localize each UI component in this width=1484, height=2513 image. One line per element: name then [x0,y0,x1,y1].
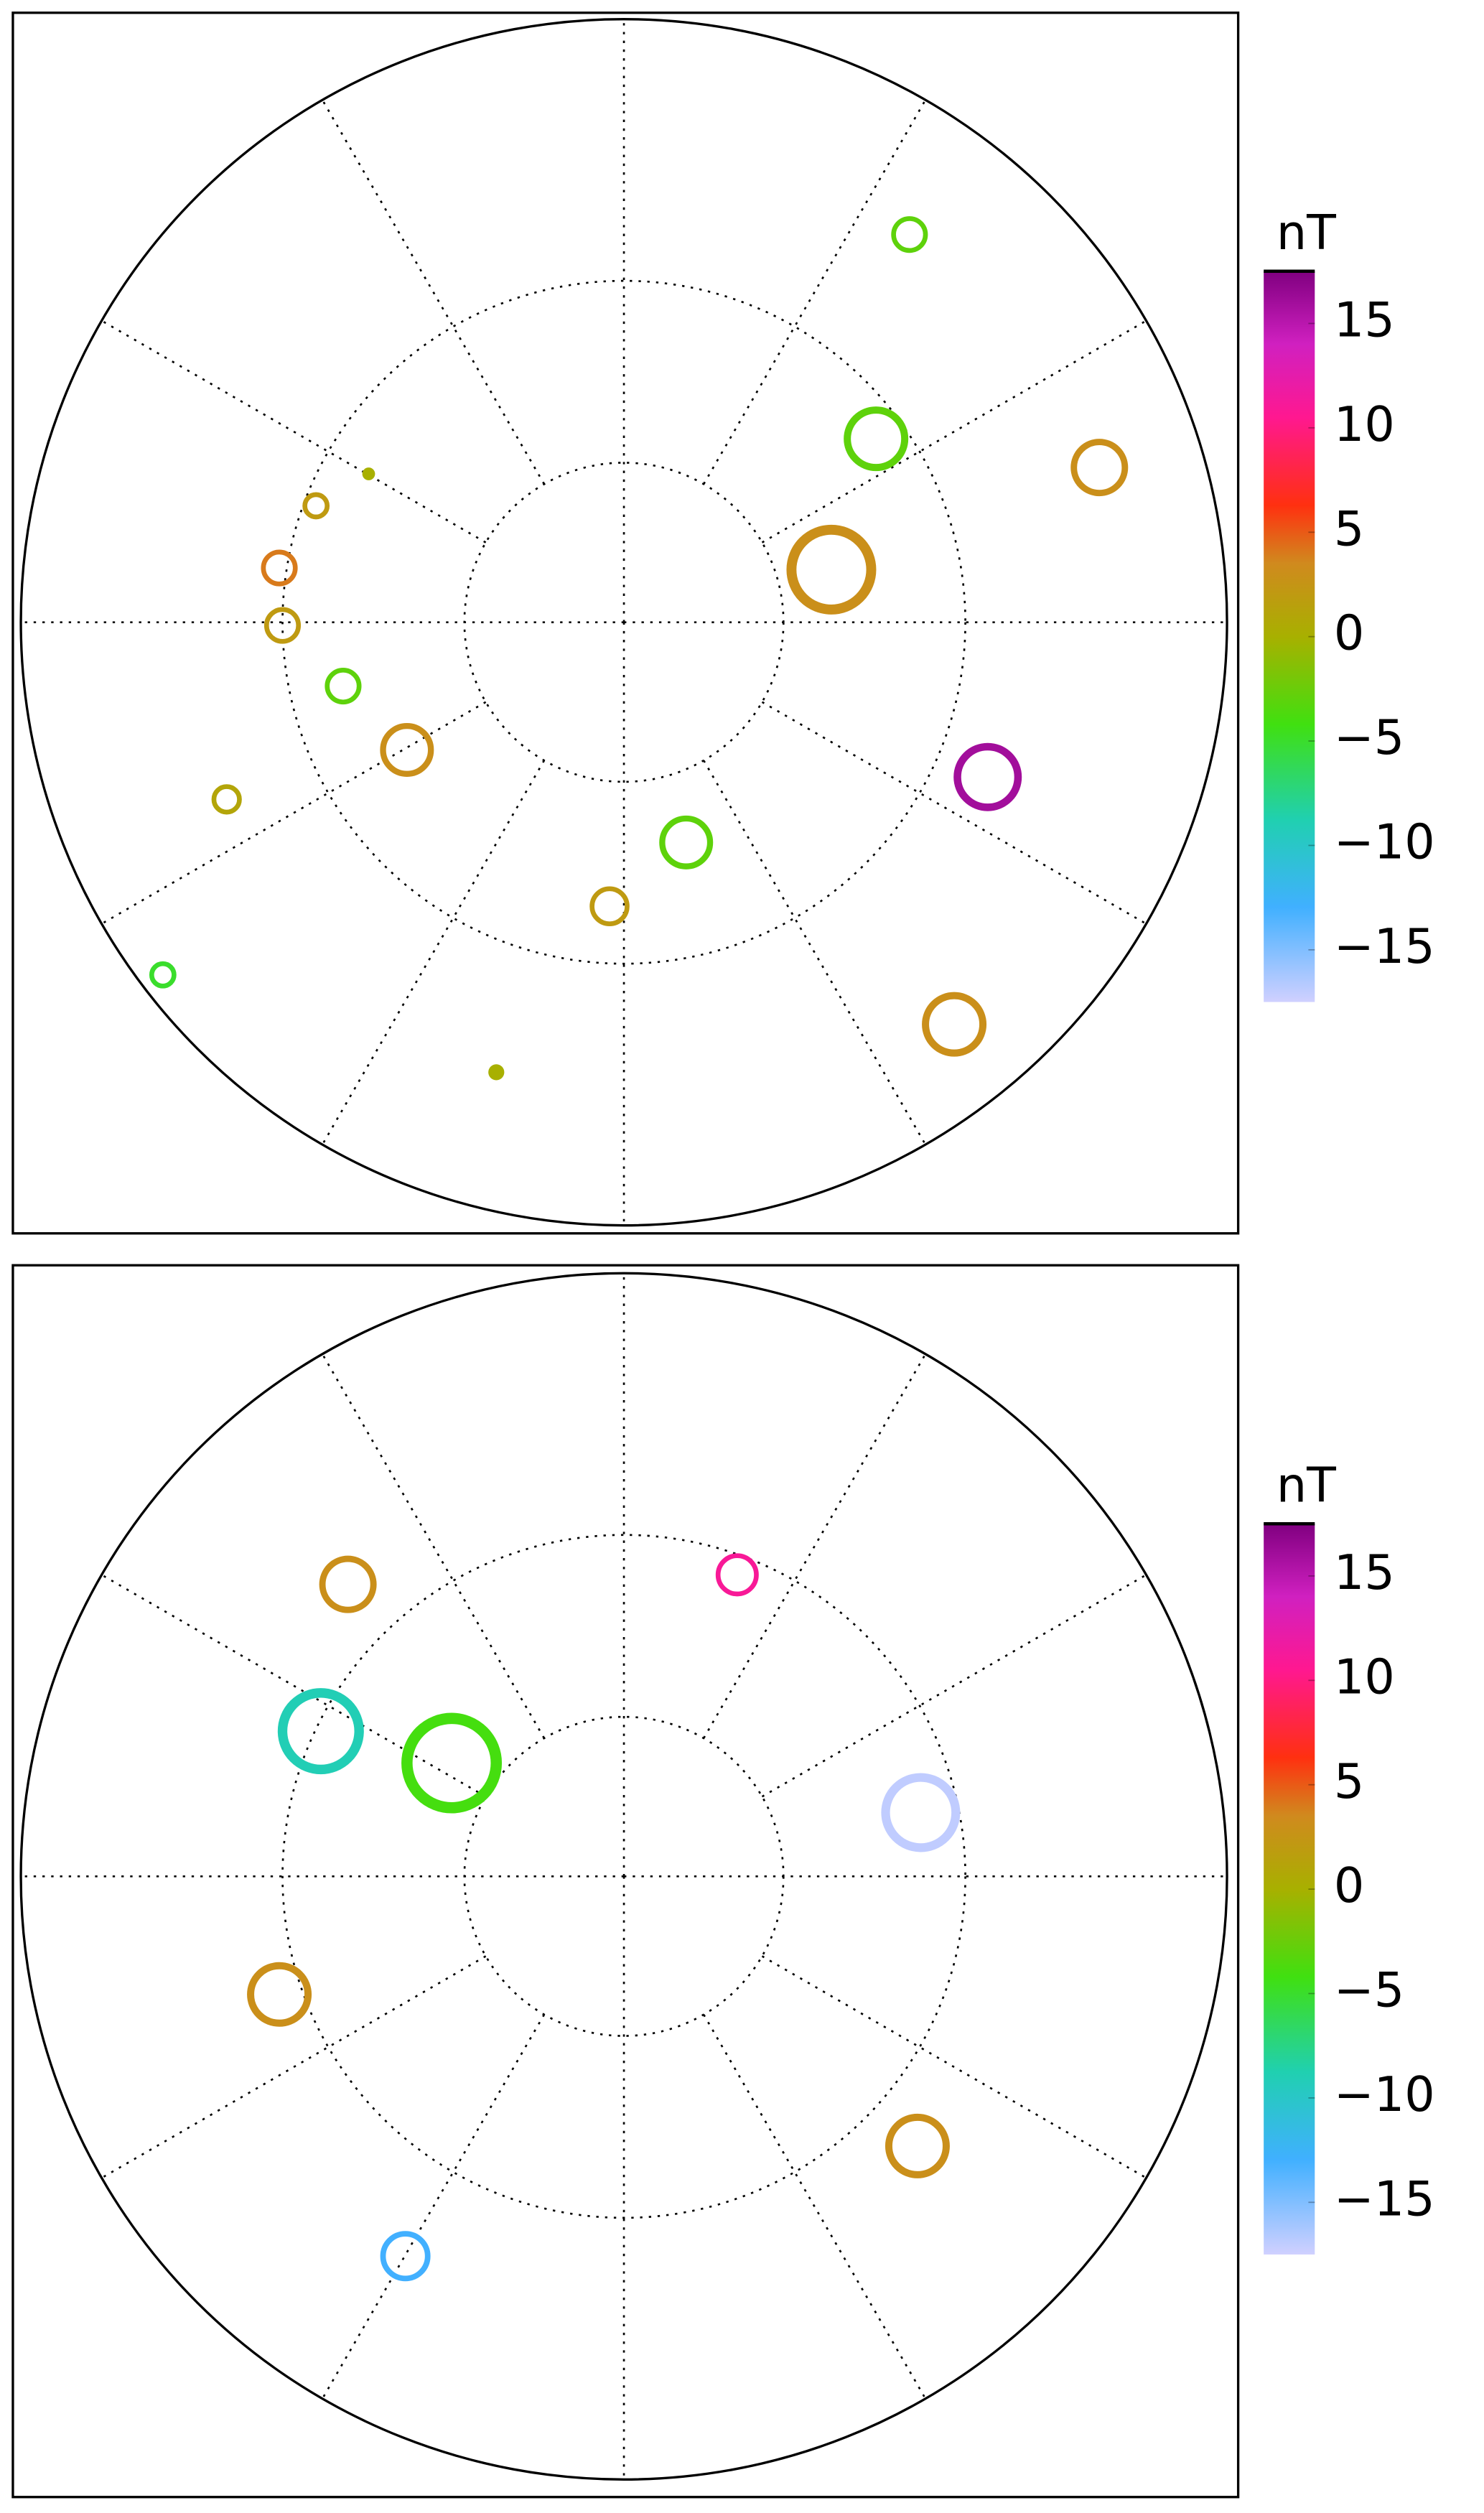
meridian [101,701,487,925]
station-marker [891,216,928,253]
station-marker [1070,439,1129,497]
colorbar-tick-label: 0 [1334,605,1364,661]
station-marker [319,1555,377,1613]
station-marker [844,406,909,472]
station-marker [786,524,877,615]
colorbar-label: nT [1277,205,1336,261]
meridian [761,1574,1147,1798]
meridian [703,760,927,1145]
colorbar-tick-label: −15 [1334,2171,1435,2227]
colorbar [1264,1524,1315,2255]
station-marker [362,467,375,480]
colorbar-label: nT [1277,1457,1336,1513]
meridian [321,1353,546,1739]
station-marker [263,607,302,644]
colorbar-tick-label: 10 [1334,1649,1395,1705]
meridian [321,2014,546,2400]
station-marker [953,742,1022,811]
station-marker [885,2113,950,2178]
station-marker [659,815,714,869]
colorbar-tick-label: 15 [1334,292,1395,348]
latitude-circle [281,279,966,965]
meridian [703,99,927,485]
colorbar [1264,271,1315,1002]
panel-frame [11,1264,1240,2499]
meridian [321,760,546,1145]
meridian [321,99,546,485]
colorbar-tick-label: 15 [1334,1544,1395,1600]
colorbar-tick-label: 5 [1334,1753,1364,1809]
station-marker [715,1553,759,1597]
station-marker [401,1712,503,1814]
station-marker [881,1773,961,1852]
station-marker [302,492,330,520]
station-marker [247,1962,312,2027]
latitude-circle [281,1534,966,2219]
station-marker [211,784,242,815]
station-marker [325,668,362,705]
meridian [703,2014,927,2400]
station-marker [149,961,177,989]
meridian [101,320,487,544]
meridian [703,1353,927,1739]
station-marker [380,2231,431,2282]
meridian [761,701,1147,925]
station-marker [277,1688,364,1775]
colorbar-tick-label: −15 [1334,918,1435,974]
station-marker [589,886,630,926]
meridian [101,1574,487,1798]
meridian [761,320,1147,544]
station-marker [261,549,298,587]
station-marker [380,722,434,777]
colorbar-tick-label: 5 [1334,500,1364,556]
station-marker [488,1064,505,1081]
colorbar-tick-label: 10 [1334,396,1395,452]
panel-frame [11,11,1240,1235]
colorbar-tick-label: −5 [1334,709,1404,765]
colorbar-tick-label: 0 [1334,1857,1364,1913]
colorbar-tick-label: −10 [1334,814,1435,870]
meridian [101,1955,487,2179]
colorbar-tick-label: −10 [1334,2066,1435,2122]
station-marker [922,992,987,1057]
colorbar-tick-label: −5 [1334,1962,1404,2018]
meridian [761,1955,1147,2179]
